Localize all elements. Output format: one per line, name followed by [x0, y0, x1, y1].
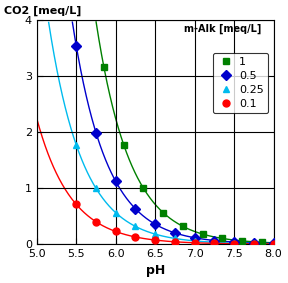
0.1 — [75, 203, 78, 206]
0.5 — [173, 231, 177, 235]
0.5 — [213, 239, 216, 242]
0.25 — [173, 237, 177, 240]
0.5 — [272, 242, 275, 245]
1 — [181, 225, 185, 228]
0.25 — [94, 186, 98, 190]
0.25 — [154, 232, 157, 236]
X-axis label: pH: pH — [145, 264, 165, 277]
0.5 — [134, 207, 137, 211]
0.25 — [193, 239, 196, 243]
0.1 — [252, 242, 255, 246]
1 — [260, 241, 264, 244]
0.25 — [75, 143, 78, 147]
0.25 — [213, 241, 216, 244]
Text: CO2 [meq/L]: CO2 [meq/L] — [4, 5, 81, 16]
1 — [240, 239, 244, 243]
Line: 1: 1 — [101, 64, 265, 246]
0.1 — [134, 235, 137, 239]
0.1 — [232, 242, 236, 245]
Line: 0.25: 0.25 — [73, 142, 277, 247]
0.25 — [272, 242, 275, 245]
0.5 — [94, 131, 98, 134]
1 — [221, 237, 224, 240]
0.25 — [252, 242, 255, 245]
Legend: 1, 0.5, 0.25, 0.1: 1, 0.5, 0.25, 0.1 — [213, 53, 268, 113]
0.1 — [114, 230, 118, 233]
0.1 — [94, 220, 98, 224]
Line: 0.1: 0.1 — [73, 201, 277, 247]
1 — [102, 65, 106, 69]
0.1 — [213, 242, 216, 245]
1 — [161, 211, 165, 214]
0.1 — [154, 238, 157, 242]
0.5 — [75, 44, 78, 48]
0.25 — [114, 211, 118, 215]
0.25 — [134, 225, 137, 228]
0.25 — [232, 241, 236, 245]
0.1 — [193, 241, 196, 245]
0.5 — [193, 236, 196, 239]
0.1 — [272, 242, 275, 246]
0.5 — [154, 222, 157, 226]
0.1 — [173, 240, 177, 243]
1 — [122, 143, 125, 146]
0.5 — [252, 241, 255, 245]
Line: 0.5: 0.5 — [73, 42, 277, 247]
0.5 — [114, 180, 118, 183]
1 — [142, 186, 145, 190]
Text: m-Alk [meq/L]: m-Alk [meq/L] — [183, 23, 261, 34]
0.5 — [232, 240, 236, 244]
1 — [201, 232, 204, 236]
